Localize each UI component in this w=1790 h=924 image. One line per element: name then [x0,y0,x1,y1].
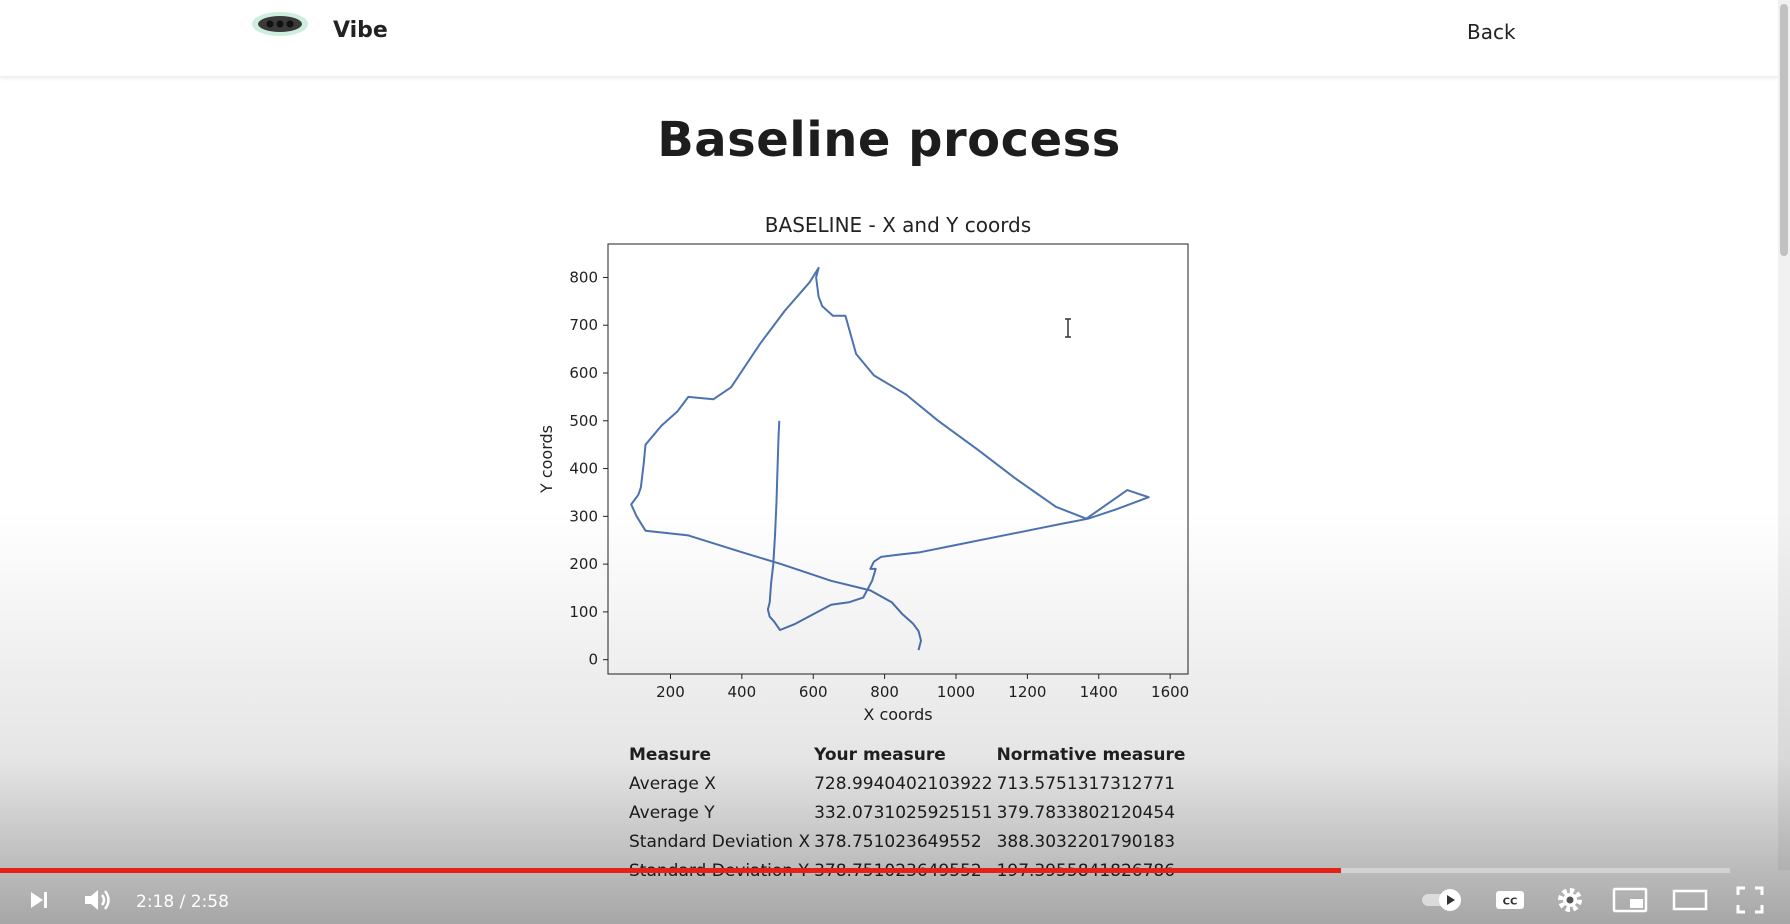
text-cursor-icon [1065,318,1071,338]
table-row: Average Y 332.0731025925151 379.78338021… [629,798,1189,827]
y-tick-label: 200 [569,555,598,573]
svg-text:CC: CC [1503,897,1518,908]
captions-icon: CC [1496,891,1524,909]
normative-measure-value: 379.7833802120454 [996,802,1176,823]
page-scrollbar[interactable] [1778,0,1790,870]
theater-icon [1672,889,1708,911]
miniplayer-icon [1612,887,1648,913]
next-icon [31,892,47,908]
volume-button[interactable] [80,884,116,916]
header-measure: Measure [629,744,712,765]
chart-title: BASELINE - X and Y coords [765,213,1031,237]
table-row: Standard Deviation X 378.751023649552 38… [629,827,1189,856]
y-tick-label: 0 [588,651,598,669]
fullscreen-icon [1736,886,1764,914]
y-tick-label: 500 [569,412,598,430]
scrollbar-thumb[interactable] [1780,4,1788,256]
page-title: Baseline process [657,112,1121,168]
settings-icon [1558,888,1582,912]
y-axis-label: Y coords [537,425,556,494]
progress-played [0,868,1341,873]
measure-name: Standard Deviation X [629,831,811,852]
x-tick-label: 200 [656,683,685,701]
header-normative-measure: Normative measure [996,744,1186,765]
chart: BASELINE - X and Y coords 200 400 600 800 100… [530,206,1230,736]
theater-mode-button[interactable] [1670,884,1710,916]
x-tick-label: 800 [870,683,899,701]
autoplay-toggle[interactable] [1420,884,1464,916]
miniplayer-button[interactable] [1610,884,1650,916]
player-controls: 2:18 / 2:58 CC [0,876,1790,924]
measure-name: Average X [629,773,716,794]
x-tick-label: 1000 [937,683,975,701]
table-row: Average X 728.9940402103922 713.57513173… [629,769,1189,798]
normative-measure-value: 713.5751317312771 [996,773,1176,794]
table-row: Standard Deviation Y 378.751023649552 19… [629,856,1189,885]
back-link[interactable]: Back [1467,20,1516,44]
measures-header-row: Measure Your measure Normative measure [629,740,1189,769]
navbar: Vibe Back [0,0,1778,77]
x-axis-label: X coords [863,705,932,724]
captions-button[interactable]: CC [1492,884,1528,916]
settings-button[interactable] [1552,884,1588,916]
fullscreen-button[interactable] [1730,884,1770,916]
y-tick-label: 700 [569,316,598,334]
y-tick-label: 300 [569,507,598,525]
chart-svg: BASELINE - X and Y coords 200 400 600 800 100… [537,213,1189,724]
x-tick-label: 1200 [1008,683,1046,701]
time-display: 2:18 / 2:58 [136,892,229,912]
progress-bar[interactable] [0,868,1730,873]
plot-area [607,243,1189,675]
your-measure-value: 378.751023649552 [814,831,982,852]
your-measure-value: 332.0731025925151 [814,802,993,823]
normative-measure-value: 388.3032201790183 [996,831,1176,852]
volume-icon [85,890,110,910]
y-tick-label: 100 [569,603,598,621]
x-tick-label: 1400 [1080,683,1118,701]
your-measure-value: 728.9940402103922 [814,773,993,794]
header-your-measure: Your measure [814,744,946,765]
logo-icon[interactable] [250,10,310,38]
x-tick-label: 600 [799,683,828,701]
x-tick-label: 400 [728,683,757,701]
autoplay-toggle-icon [1422,889,1461,911]
y-tick-label: 800 [569,268,598,286]
x-tick-label: 1600 [1151,683,1189,701]
measures-table: Measure Your measure Normative measure A… [629,740,1189,885]
y-tick-label: 400 [569,460,598,478]
next-button[interactable] [22,884,56,916]
brand-name[interactable]: Vibe [333,18,388,43]
measure-name: Average Y [629,802,715,823]
y-tick-label: 600 [569,364,598,382]
data-series-line [630,266,1150,651]
